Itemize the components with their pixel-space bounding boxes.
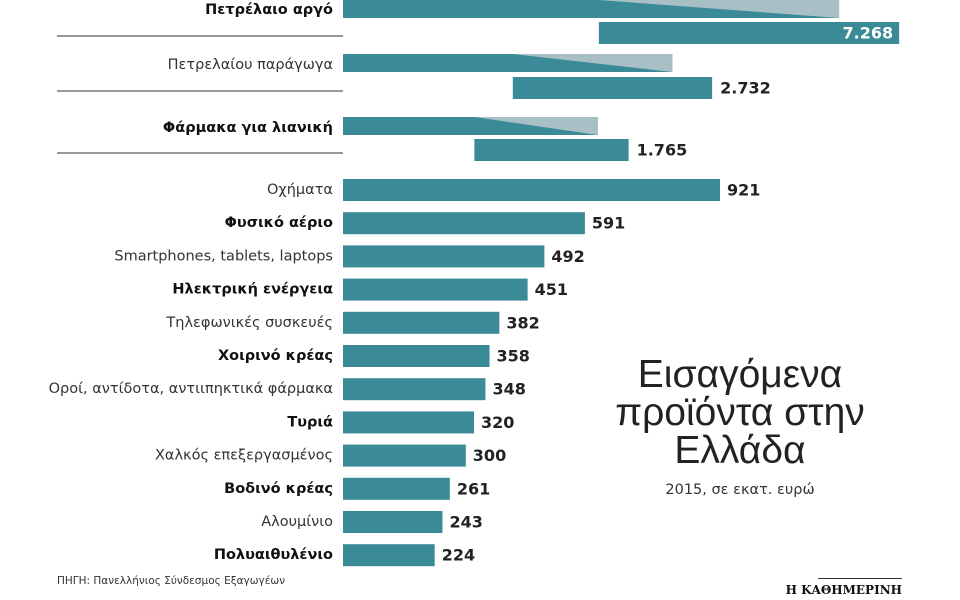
bar [343,544,435,567]
bar [343,378,486,401]
value-label: 492 [551,247,584,266]
source-note: ΠΗΓΗ: Πανελλήνιος Σύνδεσμος Εξαγωγέων [57,575,286,587]
bar-break-wedge [512,54,673,72]
chart-title: Εισαγόμενα προϊόντα στην Ελλάδα [615,353,865,472]
chart-subtitle: 2015, σε εκατ. ευρώ [665,482,815,498]
category-label: Τηλεφωνικές συσκευές [165,315,333,331]
bar [343,245,545,268]
bar [343,278,528,301]
value-label: 243 [449,513,482,532]
bar [598,22,900,44]
category-label: Πετρέλαιο αργό [205,2,333,18]
value-label: 224 [442,546,475,565]
bar [343,477,450,500]
category-label: Χοιρινό κρέας [218,348,333,364]
category-label: Ηλεκτρική ενέργεια [172,282,333,298]
category-label: Αλουμίνιο [261,514,333,530]
value-label: 261 [457,479,490,498]
value-label: 358 [497,347,530,366]
bar-break-wedge [474,117,598,135]
publisher-rule [818,578,902,579]
value-label: 1.765 [637,141,688,160]
value-label: 7.268 [843,24,894,43]
category-label: Οχήματα [267,182,333,198]
bar [343,179,720,201]
bar [474,139,629,161]
category-label: Οροί, αντίδοτα, αντιιπηκτικά φάρμακα [49,381,333,397]
value-label: 2.732 [720,79,771,98]
value-label: 300 [473,446,506,465]
category-label: Φυσικό αέριο [225,215,333,231]
bar [343,212,585,235]
value-label: 591 [592,214,625,233]
category-label: Πετρελαίου παράγωγα [168,57,333,73]
category-label: Πολυαιθυλένιο [214,547,333,563]
value-label: 921 [727,181,760,200]
bar [343,311,500,334]
publisher: Η ΚΑΘΗΜΕΡΙΝΗ [785,583,902,597]
value-label: 382 [506,313,539,332]
bar [343,345,490,367]
bar [343,411,474,434]
bar [343,444,466,467]
bar [343,511,443,533]
value-label: 451 [535,280,568,299]
category-label: Φάρμακα για λιανική [163,120,333,136]
bar-break-wedge [598,0,840,18]
category-label: Βοδινό κρέας [224,481,333,497]
value-label: 320 [481,413,514,432]
bar [512,77,713,99]
category-label: Τυριά [287,414,333,430]
category-label: Smartphones, tablets, laptops [114,248,333,264]
category-label: Χαλκός επεξεργασμένος [155,448,333,464]
value-label: 348 [492,380,525,399]
